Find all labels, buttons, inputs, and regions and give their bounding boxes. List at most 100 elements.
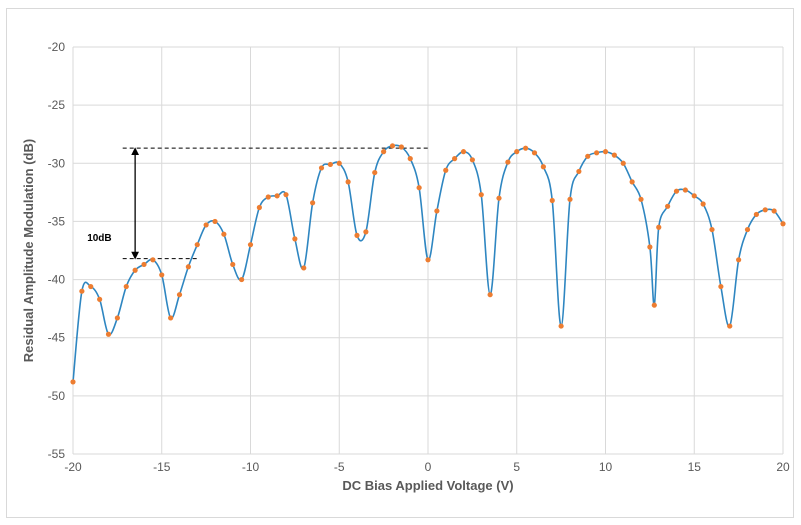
data-point-marker bbox=[647, 244, 653, 250]
data-point-marker bbox=[105, 331, 112, 337]
data-point-marker bbox=[682, 187, 688, 193]
y-tick-label: -40 bbox=[48, 273, 66, 287]
data-point-marker bbox=[221, 231, 227, 237]
data-point-marker bbox=[514, 149, 520, 155]
y-tick-label: -25 bbox=[48, 98, 66, 112]
data-point-marker bbox=[727, 323, 733, 329]
data-point-marker bbox=[372, 169, 378, 176]
data-point-marker bbox=[651, 302, 657, 308]
data-point-marker bbox=[327, 161, 333, 168]
data-point-marker bbox=[629, 179, 635, 185]
data-point-marker bbox=[70, 379, 76, 385]
data-point-marker bbox=[656, 224, 662, 230]
data-point-marker bbox=[88, 283, 94, 290]
data-point-marker bbox=[744, 226, 751, 233]
data-point-marker bbox=[247, 242, 254, 248]
data-point-marker bbox=[354, 232, 360, 238]
data-point-marker bbox=[363, 229, 369, 235]
chart-frame: -20 -15 -10 -5 0 5 10 15 20 -20 -25 -30 -35 -40 -45 -50… bbox=[6, 8, 794, 518]
data-point-marker bbox=[194, 242, 200, 248]
data-point-marker bbox=[79, 288, 85, 294]
x-axis-title: DC Bias Applied Voltage (V) bbox=[342, 478, 513, 493]
axes: -20 -15 -10 -5 0 5 10 15 20-20-25-30-35-40-45-50… bbox=[48, 40, 790, 474]
data-point-marker bbox=[318, 165, 325, 171]
data-point-marker bbox=[389, 143, 396, 149]
data-point-marker bbox=[301, 265, 307, 271]
y-tick-label: -50 bbox=[48, 389, 66, 403]
y-tick-label: -30 bbox=[48, 156, 66, 170]
data-point-marker bbox=[602, 149, 609, 155]
data-point-marker bbox=[283, 192, 289, 198]
series-line bbox=[72, 144, 784, 382]
data-point-marker bbox=[540, 164, 546, 170]
data-point-marker bbox=[176, 292, 183, 298]
data-point-marker bbox=[620, 160, 626, 166]
y-tick-label: -35 bbox=[48, 214, 66, 228]
data-point-marker bbox=[567, 196, 573, 202]
data-point-marker bbox=[407, 156, 413, 162]
x-tick-label: 20 bbox=[776, 460, 790, 474]
annotation-label: 10dB bbox=[87, 233, 111, 244]
data-point-marker bbox=[141, 261, 147, 268]
data-point-marker bbox=[203, 222, 209, 228]
data-point-marker bbox=[558, 323, 564, 329]
x-tick-label: 15 bbox=[688, 460, 702, 474]
data-point-marker bbox=[762, 207, 768, 213]
y-axis-title: Residual Amplitude Modulation (dB) bbox=[21, 139, 36, 362]
data-point-marker bbox=[496, 195, 502, 201]
grid-lines bbox=[72, 46, 784, 455]
ram-vs-bias-chart: -20 -15 -10 -5 0 5 10 15 20-20-25-30-35-40-45-50… bbox=[21, 40, 790, 493]
data-point-marker bbox=[700, 201, 706, 207]
data-point-marker bbox=[212, 218, 218, 225]
data-point-marker bbox=[132, 267, 138, 273]
data-point-marker bbox=[381, 149, 387, 155]
x-tick-label: 5 bbox=[513, 460, 520, 474]
data-point-marker bbox=[753, 211, 759, 218]
data-point-marker bbox=[97, 296, 103, 302]
data-point-marker bbox=[487, 292, 493, 298]
data-point-marker bbox=[549, 197, 555, 204]
series-markers bbox=[70, 143, 786, 385]
data-point-marker bbox=[230, 261, 236, 268]
data-point-marker bbox=[460, 149, 467, 155]
data-point-marker bbox=[691, 193, 697, 199]
x-tick-label: 0 bbox=[425, 460, 432, 474]
data-point-marker bbox=[594, 150, 600, 156]
data-point-marker bbox=[611, 152, 617, 158]
data-point-marker bbox=[780, 221, 786, 227]
x-tick-label: -20 bbox=[64, 460, 82, 474]
data-point-marker bbox=[310, 200, 316, 206]
data-point-marker bbox=[585, 153, 591, 159]
data-point-marker bbox=[709, 226, 715, 233]
data-point-marker bbox=[398, 144, 404, 150]
data-point-marker bbox=[345, 179, 351, 185]
data-point-marker bbox=[673, 188, 680, 194]
data-point-marker bbox=[665, 203, 671, 209]
data-point-marker bbox=[150, 257, 156, 263]
annotation-group: 10dB bbox=[87, 147, 428, 260]
data-point-marker bbox=[469, 157, 475, 163]
data-point-marker bbox=[771, 208, 777, 214]
data-point-marker bbox=[736, 257, 742, 263]
x-tick-label: 10 bbox=[599, 460, 613, 474]
x-tick-label: -10 bbox=[242, 460, 260, 474]
data-point-marker bbox=[452, 156, 458, 162]
data-point-marker bbox=[292, 236, 298, 242]
data-point-marker bbox=[123, 283, 129, 290]
y-tick-label: -55 bbox=[48, 447, 66, 461]
data-point-marker bbox=[274, 193, 280, 199]
data-point-marker bbox=[185, 264, 191, 270]
data-point-marker bbox=[256, 204, 262, 211]
data-point-marker bbox=[638, 196, 644, 202]
data-point-marker bbox=[114, 315, 120, 321]
x-tick-label: -5 bbox=[334, 460, 345, 474]
data-point-marker bbox=[443, 167, 449, 173]
data-point-marker bbox=[531, 150, 538, 156]
data-point-marker bbox=[718, 283, 724, 290]
data-point-marker bbox=[425, 257, 431, 263]
data-point-marker bbox=[265, 194, 271, 200]
data-point-marker bbox=[505, 159, 511, 165]
data-point-marker bbox=[478, 192, 484, 198]
data-point-marker bbox=[239, 276, 245, 283]
y-tick-label: -45 bbox=[48, 331, 66, 345]
